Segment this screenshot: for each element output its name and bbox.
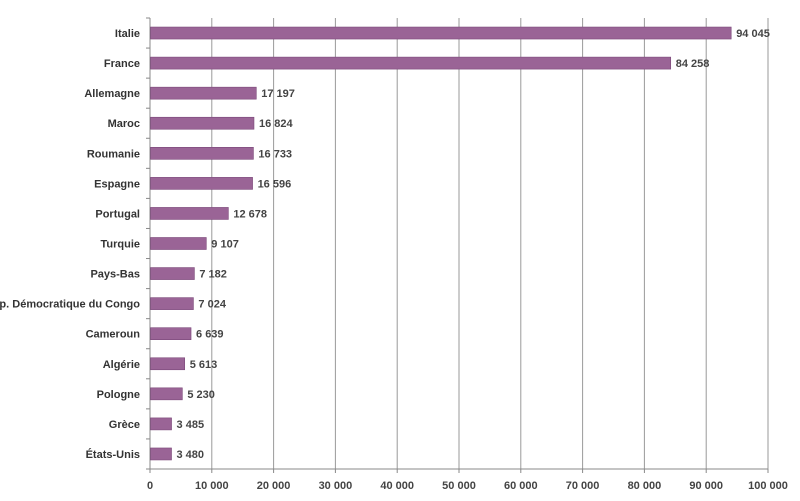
- value-label: 16 596: [258, 178, 292, 190]
- category-label: Allemagne: [84, 88, 140, 100]
- bar: [150, 417, 172, 431]
- gridlines: [146, 17, 769, 473]
- bars: [150, 26, 732, 461]
- category-label: Cameroun: [86, 329, 141, 341]
- x-tick-label: 0: [147, 480, 153, 492]
- value-label: 84 258: [676, 58, 710, 70]
- x-tick-label: 50 000: [442, 480, 476, 492]
- bar: [150, 207, 229, 220]
- value-label: 9 107: [211, 239, 239, 251]
- category-label: Roumanie: [87, 148, 140, 160]
- x-tick-label: 30 000: [319, 480, 353, 492]
- value-label: 7 182: [199, 269, 227, 281]
- value-label: 3 485: [177, 419, 205, 431]
- bar: [150, 237, 207, 250]
- x-tick-labels: 0 10 000 20 000 30 000 40 000 50 000 60 000 70 …: [147, 480, 788, 492]
- x-tick-label: 20 000: [257, 480, 291, 492]
- bar: [150, 327, 192, 341]
- category-label: Rép. Démocratique du Congo: [0, 299, 140, 311]
- value-label: 7 024: [198, 299, 226, 311]
- value-label: 6 639: [196, 329, 224, 341]
- category-label: Turquie: [100, 239, 140, 251]
- bar: [150, 387, 183, 401]
- category-label: Pologne: [97, 389, 140, 401]
- bar: [150, 86, 257, 100]
- category-labels: Italie France Allemagne Maroc Roumanie Espagn…: [0, 28, 140, 461]
- bar: [150, 56, 672, 70]
- bar: [150, 147, 254, 160]
- bar: [150, 177, 253, 190]
- category-label: Algérie: [103, 359, 140, 371]
- category-label: Pays-Bas: [90, 269, 140, 281]
- bar: [150, 116, 255, 130]
- value-label: 94 045: [736, 28, 770, 40]
- category-label: Portugal: [95, 208, 140, 220]
- bar: [150, 267, 195, 280]
- x-tick-label: 100 000: [748, 480, 788, 492]
- x-tick-label: 70 000: [566, 480, 600, 492]
- value-label: 16 733: [258, 148, 292, 160]
- value-labels: 94 045 84 258 17 197 16 824 16 733 16 596 12 6…: [177, 28, 770, 461]
- value-label: 5 613: [190, 359, 218, 371]
- x-tick-label: 90 000: [689, 480, 723, 492]
- x-tick-label: 80 000: [628, 480, 662, 492]
- bar: [150, 26, 732, 40]
- value-label: 17 197: [261, 88, 295, 100]
- x-tick-label: 10 000: [195, 480, 229, 492]
- value-label: 3 480: [177, 449, 205, 461]
- x-tick-label: 40 000: [380, 480, 414, 492]
- category-label: États-Unis: [86, 448, 140, 461]
- category-label: Italie: [115, 28, 140, 40]
- x-tick-label: 60 000: [504, 480, 538, 492]
- category-label: Maroc: [108, 118, 140, 130]
- category-label: France: [104, 58, 140, 70]
- value-label: 5 230: [187, 389, 215, 401]
- category-label: Espagne: [94, 178, 140, 190]
- value-label: 16 824: [259, 118, 294, 130]
- category-label: Grèce: [109, 419, 140, 431]
- value-label: 12 678: [233, 208, 267, 220]
- bar: [150, 357, 185, 371]
- bar: [150, 297, 194, 310]
- bar: [150, 447, 172, 461]
